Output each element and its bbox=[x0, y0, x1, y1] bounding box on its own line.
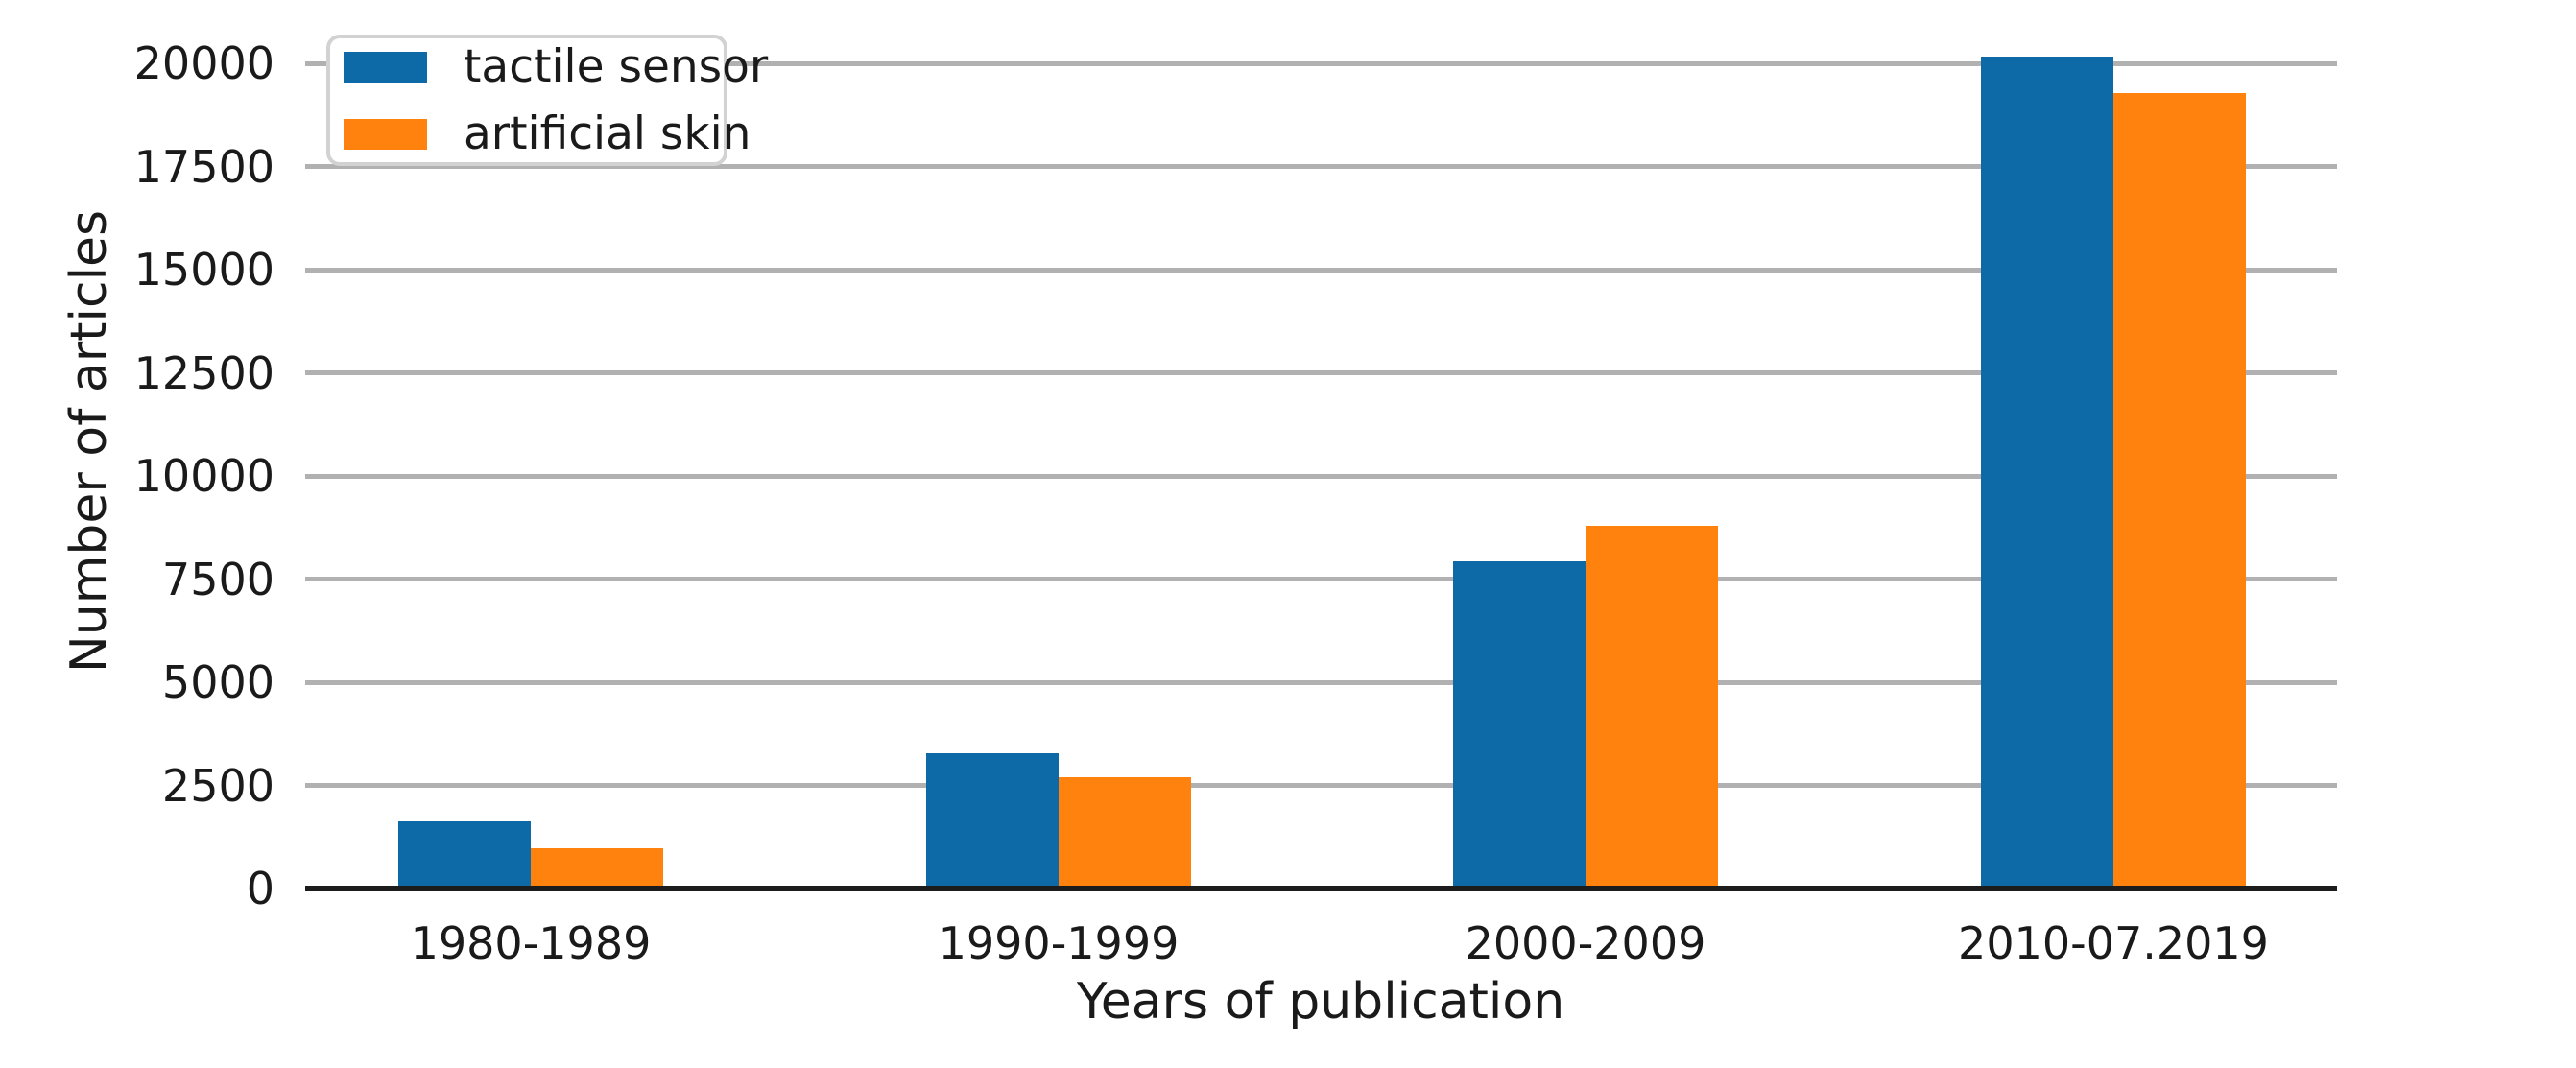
y-axis-title: Number of articles bbox=[60, 209, 118, 674]
y-tick-label-10000: 10000 bbox=[133, 450, 274, 502]
x-axis-line bbox=[305, 886, 2337, 891]
x-axis-title: Years of publication bbox=[1076, 973, 1565, 1031]
gridline-17500 bbox=[305, 164, 2337, 169]
y-tick-label-0: 0 bbox=[246, 863, 274, 914]
x-tick-label-2010-07-2019: 2010-07.2019 bbox=[1958, 917, 2269, 969]
x-tick-label-2000-2009: 2000-2009 bbox=[1465, 917, 1706, 969]
legend-label-artificial-skin: artificial skin bbox=[464, 107, 751, 160]
legend: tactile sensor artificial skin bbox=[326, 35, 768, 166]
bar-tactile-sensor-2000-2009 bbox=[1453, 561, 1586, 889]
bar-tactile-sensor-2010-07-2019 bbox=[1981, 57, 2113, 889]
bar-artificial-skin-2000-2009 bbox=[1586, 526, 1718, 889]
legend-swatch-artificial-skin bbox=[344, 118, 427, 150]
x-tick-label-1980-1989: 1980-1989 bbox=[410, 917, 652, 969]
y-tick-label-5000: 5000 bbox=[161, 656, 274, 708]
bar-artificial-skin-1980-1989 bbox=[531, 848, 663, 889]
bar-artificial-skin-1990-1999 bbox=[1059, 776, 1191, 889]
y-tick-label-20000: 20000 bbox=[133, 37, 274, 89]
y-tick-label-12500: 12500 bbox=[133, 346, 274, 399]
y-tick-label-7500: 7500 bbox=[161, 553, 274, 605]
x-tick-label-1990-1999: 1990-1999 bbox=[938, 917, 1180, 969]
gridline-2500 bbox=[305, 783, 2337, 788]
bar-artificial-skin-2010-07-2019 bbox=[2113, 92, 2246, 889]
gridline-7500 bbox=[305, 577, 2337, 581]
legend-item-tactile-sensor: tactile sensor bbox=[344, 42, 768, 91]
gridline-12500 bbox=[305, 370, 2337, 375]
y-tick-label-15000: 15000 bbox=[133, 244, 274, 296]
legend-swatch-tactile-sensor bbox=[344, 51, 427, 83]
gridline-20000 bbox=[305, 60, 2337, 66]
bar-tactile-sensor-1980-1989 bbox=[398, 821, 531, 889]
legend-item-artificial-skin: artificial skin bbox=[344, 109, 751, 158]
y-tick-label-2500: 2500 bbox=[161, 759, 274, 812]
gridline-10000 bbox=[305, 473, 2337, 479]
legend-label-tactile-sensor: tactile sensor bbox=[464, 39, 769, 93]
gridline-5000 bbox=[305, 679, 2337, 685]
bar-tactile-sensor-1990-1999 bbox=[926, 752, 1059, 889]
gridline-15000 bbox=[305, 267, 2337, 273]
y-tick-label-17500: 17500 bbox=[133, 140, 274, 193]
